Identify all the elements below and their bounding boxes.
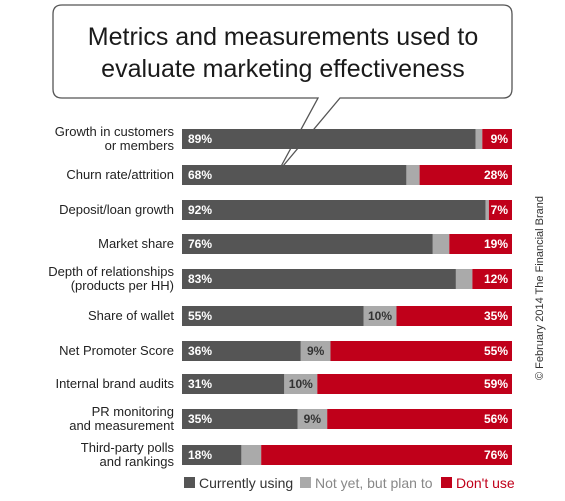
data-label: 55% (188, 309, 212, 323)
data-label: 18% (188, 448, 212, 462)
category-label-line: (products per HH) (71, 278, 174, 293)
data-label: 35% (188, 412, 212, 426)
data-label: 7% (491, 203, 509, 217)
bar-segment (488, 200, 512, 220)
bar-segment (297, 409, 328, 429)
legend-label: Don't use (456, 475, 515, 491)
bar-segment (485, 200, 489, 220)
bar-segment (317, 374, 512, 394)
category-label-line: Market share (98, 236, 174, 251)
data-label: 76% (188, 237, 212, 251)
copyright-text: © February 2014 The Financial Brand (534, 196, 546, 380)
title-callout: Metrics and measurements used to evaluat… (52, 4, 513, 173)
category-label-line: Growth in customers (55, 124, 175, 139)
data-label: 9% (491, 132, 509, 146)
category-label-line: Internal brand audits (55, 376, 174, 391)
bar-segment (449, 234, 512, 254)
category-label: Growth in customers or members (55, 124, 175, 153)
bar-segment (182, 409, 298, 429)
bar-segment (475, 129, 483, 149)
category-label-line: and rankings (100, 454, 175, 469)
bar-segment (406, 165, 420, 185)
data-label: 10% (368, 309, 392, 323)
data-label: 76% (484, 448, 508, 462)
data-label: 12% (484, 272, 508, 286)
bar-segment (327, 409, 512, 429)
category-label-line: Deposit/loan growth (59, 202, 174, 217)
bar-segment (419, 165, 512, 185)
data-label: 36% (188, 344, 212, 358)
data-label: 89% (188, 132, 212, 146)
category-label: Depth of relationships (products per HH) (48, 264, 174, 293)
category-label-line: and measurement (69, 418, 174, 433)
category-label-line: or members (105, 138, 175, 153)
legend-swatch (300, 477, 311, 488)
category-label-line: Third-party polls (81, 440, 175, 455)
bar-segment (182, 234, 433, 254)
chart-title-line-1: Metrics and measurements used to (88, 23, 478, 51)
data-label: 19% (484, 237, 508, 251)
bar-segment (261, 445, 512, 465)
category-label-line: Net Promoter Score (59, 343, 174, 358)
data-label: 10% (289, 377, 313, 391)
bar-segment (182, 200, 486, 220)
legend-label: Currently using (199, 475, 293, 491)
data-label: 35% (484, 309, 508, 323)
bar-segment (284, 374, 318, 394)
bar-segment (182, 129, 476, 149)
bar-segment (300, 341, 331, 361)
category-label-line: Depth of relationships (48, 264, 174, 279)
data-label: 31% (188, 377, 212, 391)
category-label-line: PR monitoring (92, 404, 174, 419)
legend-label: Not yet, but plan to (315, 475, 433, 491)
category-label: Internal brand audits (55, 376, 174, 391)
category-label-line: Churn rate/attrition (66, 167, 174, 182)
data-label: 9% (304, 412, 322, 426)
bar-segment (432, 234, 450, 254)
data-label: 68% (188, 168, 212, 182)
bar-segment (182, 445, 242, 465)
category-label-line: Share of wallet (88, 308, 174, 323)
category-label: Churn rate/attrition (66, 167, 174, 182)
data-label: 56% (484, 412, 508, 426)
category-label: Net Promoter Score (59, 343, 174, 358)
bar-segment (182, 306, 364, 326)
bar-segment (482, 129, 512, 149)
bars: 89% 9% 68% 28% 92% 7% 76% 19% 83% 12% 55% 10% 35% 36%… (182, 129, 512, 465)
bar-segment (472, 269, 512, 289)
data-label: 55% (484, 344, 508, 358)
data-label: 59% (484, 377, 508, 391)
category-label: Third-party polls and rankings (81, 440, 175, 469)
bar-segment (182, 269, 456, 289)
bar-segment (241, 445, 262, 465)
category-label: Market share (98, 236, 174, 251)
bar-segment (330, 341, 512, 361)
data-label: 83% (188, 272, 212, 286)
category-label: Share of wallet (88, 308, 174, 323)
bar-segment (182, 165, 407, 185)
chart-title-line-2: evaluate marketing effectiveness (101, 55, 465, 83)
category-labels: Growth in customers or members Churn rate/… (48, 124, 174, 469)
legend: Currently using Not yet, but plan to Don't… (184, 475, 515, 491)
legend-swatch (184, 477, 195, 488)
data-label: 92% (188, 203, 212, 217)
legend-swatch (441, 477, 452, 488)
bar-segment (182, 374, 285, 394)
data-label: 28% (484, 168, 508, 182)
bar-segment (363, 306, 397, 326)
data-label: 9% (307, 344, 325, 358)
category-label: PR monitoring and measurement (69, 404, 174, 433)
bar-segment (455, 269, 473, 289)
category-label: Deposit/loan growth (59, 202, 174, 217)
bar-segment (182, 341, 301, 361)
bar-segment (396, 306, 512, 326)
